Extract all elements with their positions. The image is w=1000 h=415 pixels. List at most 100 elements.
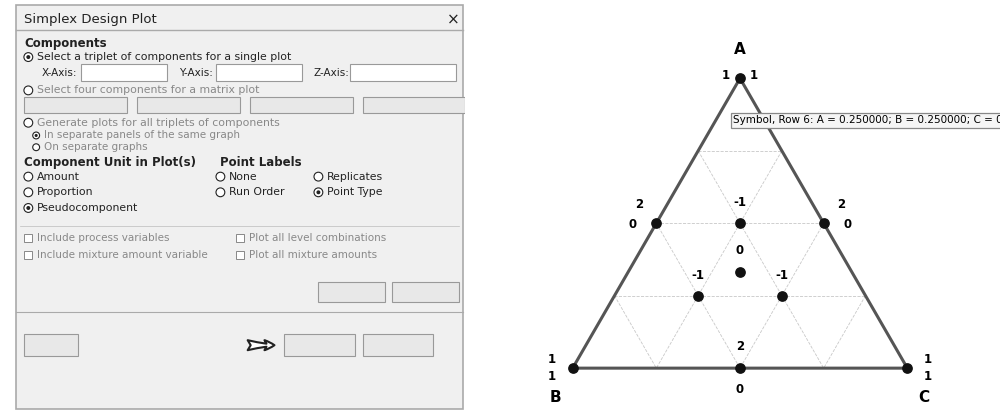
- Text: 1: 1: [722, 69, 730, 82]
- FancyBboxPatch shape: [392, 283, 459, 302]
- Text: ▼: ▼: [158, 70, 163, 76]
- Circle shape: [24, 86, 33, 95]
- Text: 1: 1: [548, 353, 556, 366]
- FancyBboxPatch shape: [216, 64, 302, 81]
- Text: C:C: C:C: [355, 68, 373, 78]
- Circle shape: [26, 206, 30, 210]
- Circle shape: [216, 188, 225, 197]
- Text: ▼: ▼: [456, 102, 461, 108]
- Text: -1: -1: [775, 269, 788, 282]
- Circle shape: [33, 132, 40, 139]
- Text: C: C: [919, 390, 930, 405]
- Text: 2: 2: [635, 198, 643, 210]
- Text: ×: ×: [447, 12, 460, 27]
- FancyBboxPatch shape: [24, 334, 78, 356]
- Text: Plot all mixture amounts: Plot all mixture amounts: [249, 250, 377, 260]
- Text: Amount: Amount: [37, 172, 80, 182]
- FancyBboxPatch shape: [284, 334, 355, 356]
- Text: ▼: ▼: [292, 70, 298, 76]
- Text: Generate plots for all triplets of components: Generate plots for all triplets of compo…: [37, 118, 280, 128]
- Text: Components: Components: [24, 37, 107, 50]
- Text: Options...: Options...: [398, 287, 452, 297]
- Text: B: B: [550, 390, 562, 405]
- Text: In separate panels of the same graph: In separate panels of the same graph: [44, 130, 240, 140]
- Text: Plot all level combinations: Plot all level combinations: [249, 233, 386, 243]
- Point: [732, 220, 748, 227]
- FancyBboxPatch shape: [24, 97, 127, 113]
- Circle shape: [24, 53, 33, 61]
- FancyBboxPatch shape: [24, 251, 32, 259]
- FancyBboxPatch shape: [318, 283, 385, 302]
- Text: -1: -1: [692, 269, 705, 282]
- Text: ▼: ▼: [118, 102, 123, 108]
- Circle shape: [33, 144, 40, 151]
- FancyBboxPatch shape: [137, 97, 240, 113]
- Text: Cancel: Cancel: [379, 340, 417, 350]
- Point: [690, 292, 706, 299]
- Text: 1: 1: [548, 370, 556, 383]
- FancyBboxPatch shape: [16, 5, 463, 409]
- Text: Select a triplet of components for a single plot: Select a triplet of components for a sin…: [37, 52, 291, 62]
- Text: 1: 1: [924, 370, 932, 383]
- Circle shape: [24, 118, 33, 127]
- Text: 1: 1: [924, 353, 932, 366]
- Circle shape: [314, 172, 323, 181]
- FancyBboxPatch shape: [81, 64, 167, 81]
- Text: Help: Help: [39, 340, 64, 350]
- Text: Proportion: Proportion: [37, 187, 94, 197]
- Text: On separate graphs: On separate graphs: [44, 142, 148, 152]
- Text: OK: OK: [311, 340, 327, 350]
- FancyBboxPatch shape: [250, 97, 353, 113]
- Text: ▼: ▼: [343, 102, 349, 108]
- Text: Include process variables: Include process variables: [37, 233, 170, 243]
- Text: None: None: [229, 172, 258, 182]
- Circle shape: [24, 204, 33, 212]
- Text: Include mixture amount variable: Include mixture amount variable: [37, 250, 208, 260]
- Text: Symbol, Row 6: A = 0.250000; B = 0.250000; C = 0.500000: Symbol, Row 6: A = 0.250000; B = 0.25000…: [733, 115, 1000, 125]
- Text: ▼: ▼: [230, 102, 236, 108]
- Text: Y-Axis:: Y-Axis:: [179, 68, 213, 78]
- Point: [774, 292, 790, 299]
- Text: Replicates: Replicates: [327, 172, 383, 182]
- Text: 0: 0: [628, 218, 636, 232]
- Point: [732, 268, 748, 275]
- Circle shape: [316, 190, 320, 194]
- Point: [732, 365, 748, 371]
- FancyBboxPatch shape: [236, 251, 244, 259]
- Text: ▼: ▼: [446, 70, 451, 76]
- FancyBboxPatch shape: [362, 97, 465, 113]
- Text: B:B: B:B: [220, 68, 238, 78]
- Text: 2: 2: [736, 340, 744, 353]
- Text: 1: 1: [750, 69, 758, 82]
- FancyBboxPatch shape: [24, 234, 32, 242]
- Text: Point Type: Point Type: [327, 187, 383, 197]
- Circle shape: [35, 134, 38, 137]
- Point: [816, 220, 832, 227]
- Text: 2: 2: [837, 198, 845, 210]
- Circle shape: [24, 188, 33, 197]
- FancyBboxPatch shape: [236, 234, 244, 242]
- Text: Select four components for a matrix plot: Select four components for a matrix plot: [37, 85, 260, 95]
- Point: [899, 365, 915, 371]
- Text: Simplex Design Plot: Simplex Design Plot: [24, 13, 157, 26]
- Text: X-Axis:: X-Axis:: [42, 68, 78, 78]
- Text: Settings...: Settings...: [323, 287, 380, 297]
- Text: Z-Axis:: Z-Axis:: [314, 68, 349, 78]
- Text: A: A: [734, 42, 746, 56]
- Text: -1: -1: [734, 196, 746, 209]
- Circle shape: [26, 55, 30, 59]
- Text: Run Order: Run Order: [229, 187, 285, 197]
- Text: A:A: A:A: [86, 68, 104, 78]
- Point: [565, 365, 581, 371]
- Text: 0: 0: [844, 218, 852, 232]
- Text: Pseudocomponent: Pseudocomponent: [37, 203, 138, 213]
- Point: [648, 220, 664, 227]
- Circle shape: [314, 188, 323, 197]
- Point: [732, 75, 748, 82]
- Circle shape: [216, 172, 225, 181]
- FancyBboxPatch shape: [350, 64, 456, 81]
- Text: 0: 0: [736, 244, 744, 257]
- Text: 0: 0: [736, 383, 744, 396]
- Text: Component Unit in Plot(s): Component Unit in Plot(s): [24, 156, 196, 169]
- Circle shape: [24, 172, 33, 181]
